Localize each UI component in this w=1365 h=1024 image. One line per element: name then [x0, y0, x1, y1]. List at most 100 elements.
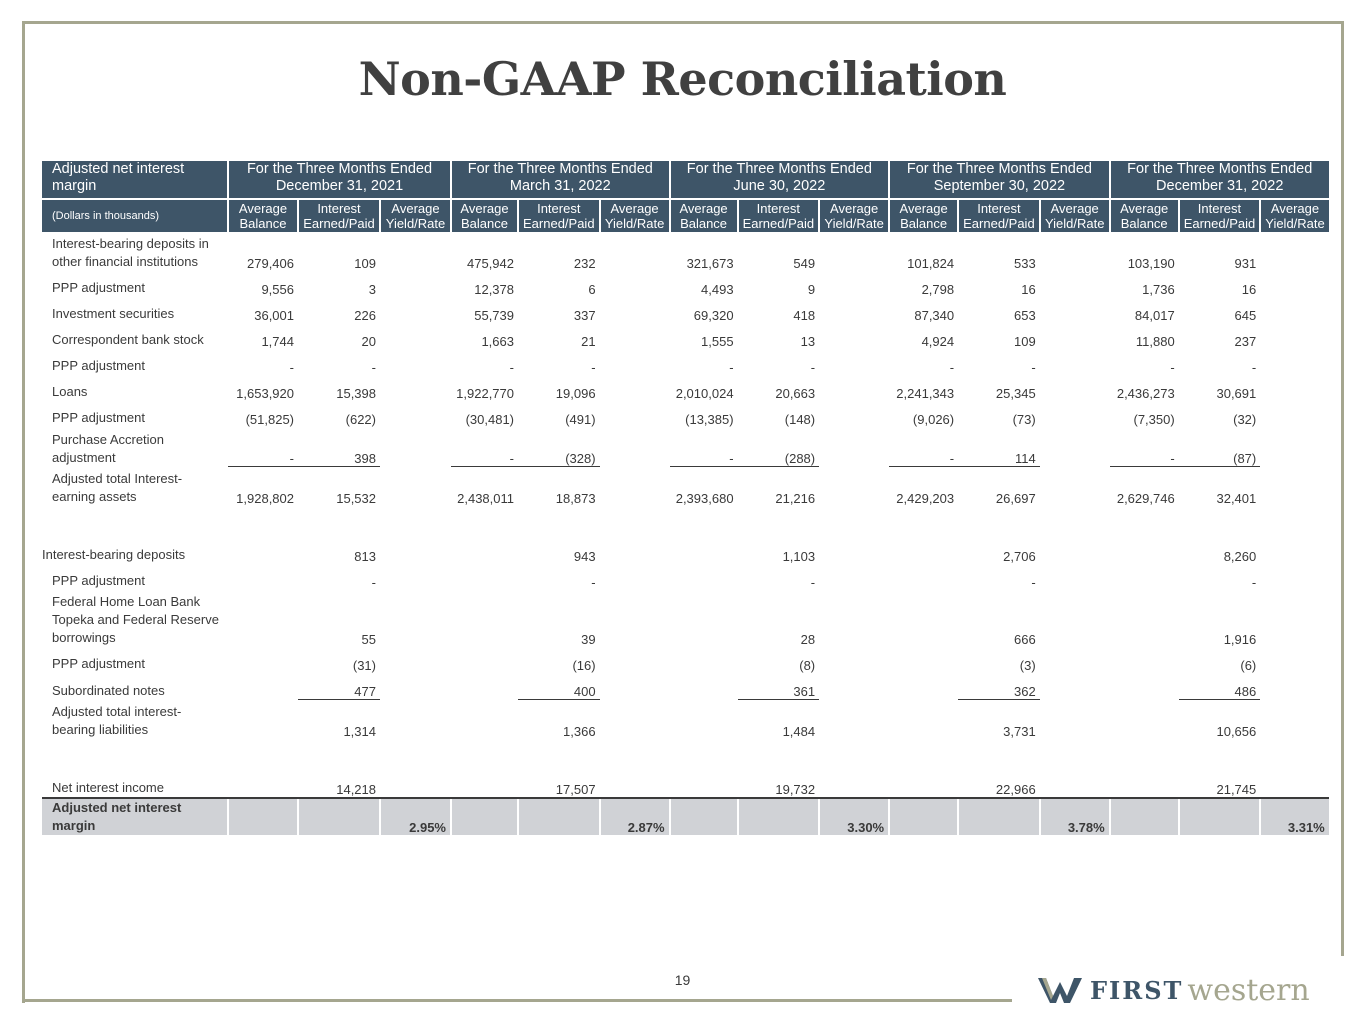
cell-interest-earned-paid: - [810, 360, 816, 375]
cell-average-yield-rate [600, 700, 670, 740]
cell-interest-earned-paid: 1,103 [782, 549, 816, 564]
period-header: For the Three Months Ended December 31, … [227, 161, 451, 199]
cell-interest-earned-paid: 1,366 [563, 724, 596, 739]
logo-w-mark-icon [1038, 978, 1082, 1003]
table-row: PPP adjustment (51,825) (622) (30,481) (491)… [42, 401, 1329, 427]
cell-average-yield-rate [1260, 673, 1329, 700]
cell-interest-earned-paid: (148) [784, 412, 816, 427]
cell-average-balance [889, 538, 958, 564]
cell-interest-earned-paid: 22,966 [958, 771, 1040, 799]
cell-interest-earned-paid: (491) [565, 412, 596, 427]
cell-average-yield-rate [1040, 297, 1110, 323]
cell-average-balance [889, 771, 959, 799]
cell-interest-earned-paid: 16 [1021, 282, 1036, 297]
cell-average-balance [889, 673, 958, 700]
cell-interest-earned-paid: - [1031, 575, 1036, 590]
cell-average-yield-rate [380, 375, 451, 401]
cell-average-yield-rate [819, 771, 890, 799]
cell-average-balance [451, 538, 518, 564]
cell-interest-earned-paid: 30,691 [1216, 386, 1257, 401]
col-average-yield-rate: Average Yield/Rate [379, 198, 451, 232]
cell-interest-earned-paid: 1,484 [782, 724, 816, 739]
cell-average-balance: - [228, 427, 298, 467]
cell-average-balance [451, 647, 518, 673]
cell-average-balance [889, 590, 958, 647]
cell-average-balance: - [669, 427, 738, 467]
column-header-row: (Dollars in thousands) Average Balance I… [42, 198, 1329, 232]
cell-interest-earned-paid: - [810, 575, 816, 590]
cell-average-yield-rate [819, 538, 889, 564]
cell-interest-earned-paid: (73) [1012, 412, 1036, 427]
cell-average-balance: (13,385) [685, 412, 734, 427]
cell-average-balance: 87,340 [914, 308, 955, 323]
cell-interest-earned-paid: (288) [737, 427, 820, 467]
cell-average-balance: 475,942 [467, 256, 514, 271]
cell-interest-earned-paid: - [1031, 360, 1036, 375]
cell-interest-earned-paid: (32) [1233, 412, 1257, 427]
corner-title: Adjusted net interest margin [42, 161, 228, 199]
cell-average-yield-rate [819, 349, 889, 375]
cell-average-balance: 2,429,203 [896, 491, 955, 506]
cell-average-balance: 4,924 [921, 334, 955, 349]
cell-average-balance: 1,663 [481, 334, 514, 349]
cell-average-balance: 12,378 [474, 282, 514, 297]
logo-first-text: FIRST [1090, 975, 1184, 1005]
col-average-yield-rate: Average Yield/Rate [598, 198, 670, 232]
cell-average-balance [228, 771, 298, 799]
cell-interest-earned-paid: 15,532 [336, 491, 376, 506]
cell-interest-earned-paid [957, 798, 1040, 835]
cell-average-yield-rate: 2.95% [379, 798, 451, 835]
cell-interest-earned-paid: (622) [345, 412, 376, 427]
cell-average-balance: - [729, 360, 734, 375]
cell-interest-earned-paid: (328) [518, 427, 600, 467]
row-label: Purchase Accretion adjustment [52, 431, 165, 465]
col-average-balance: Average Balance [227, 198, 298, 232]
cell-interest-earned-paid: (16) [572, 658, 596, 673]
cell-interest-earned-paid: 398 [298, 427, 380, 467]
cell-average-yield-rate [380, 700, 451, 740]
cell-average-yield-rate [1260, 401, 1329, 427]
cell-interest-earned-paid: 32,401 [1216, 491, 1257, 506]
cell-average-balance: 101,824 [907, 256, 955, 271]
cell-interest-earned-paid: 666 [1013, 632, 1036, 647]
cell-average-balance [451, 771, 518, 799]
cell-average-balance: 2,393,680 [675, 491, 734, 506]
cell-average-yield-rate [380, 564, 451, 590]
table-row: Net interest income 14,218 17,507 19,732 22,… [42, 771, 1329, 799]
cell-average-yield-rate [1040, 401, 1110, 427]
cell-average-yield-rate [380, 590, 451, 647]
cell-average-yield-rate [1040, 467, 1110, 507]
cell-average-yield-rate [1040, 375, 1110, 401]
cell-average-yield-rate [1260, 323, 1329, 349]
row-label: PPP adjustment [52, 358, 145, 373]
cell-average-balance [228, 590, 298, 647]
cell-average-yield-rate [380, 297, 451, 323]
cell-average-yield-rate [600, 590, 670, 647]
row-label: PPP adjustment [52, 280, 145, 295]
cell-average-balance: 2,436,273 [1116, 386, 1175, 401]
cell-average-yield-rate: 3.31% [1259, 798, 1329, 835]
cell-interest-earned-paid: 13 [800, 334, 816, 349]
cell-average-yield-rate [600, 647, 670, 673]
cell-interest-earned-paid: 21 [581, 334, 596, 349]
cell-average-yield-rate [600, 349, 670, 375]
page-title: Non-GAAP Reconciliation [358, 52, 1007, 106]
cell-average-yield-rate [380, 349, 451, 375]
cell-average-balance [889, 564, 958, 590]
col-average-yield-rate: Average Yield/Rate [818, 198, 890, 232]
cell-average-yield-rate [819, 427, 889, 467]
cell-interest-earned-paid: - [591, 360, 596, 375]
table-body: Interest-bearing deposits in other finan… [42, 232, 1329, 835]
cell-average-balance: - [1109, 427, 1179, 467]
cell-interest-earned-paid: 486 [1178, 673, 1261, 700]
cell-average-yield-rate [1260, 538, 1329, 564]
cell-interest-earned-paid: 26,697 [995, 491, 1036, 506]
cell-average-yield-rate [1040, 271, 1110, 297]
cell-average-yield-rate [819, 590, 889, 647]
cell-average-balance [670, 538, 738, 564]
cell-average-yield-rate [819, 271, 889, 297]
cell-interest-earned-paid: 3 [368, 282, 376, 297]
period-header: For the Three Months Ended December 31, … [1108, 161, 1329, 199]
cell-average-balance [451, 700, 518, 740]
row-label: Loans [52, 384, 88, 399]
